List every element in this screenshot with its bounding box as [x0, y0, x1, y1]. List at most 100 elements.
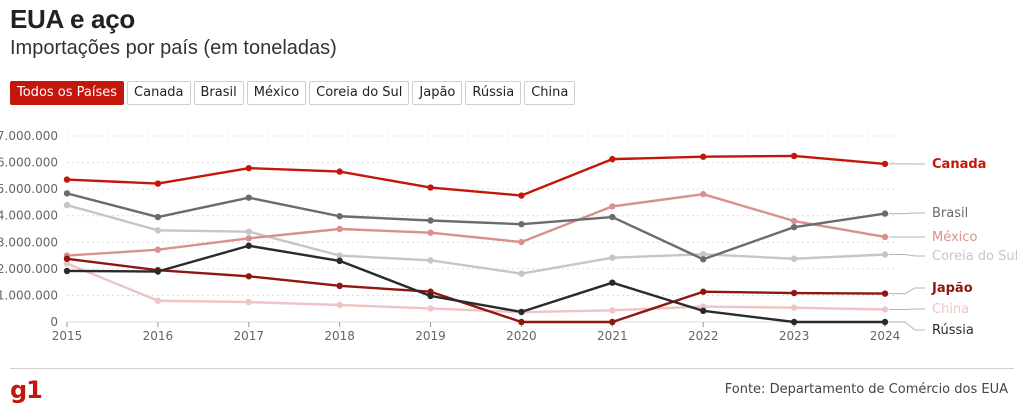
tab-mexico[interactable]: México: [246, 81, 307, 105]
source-note: Fonte: Departamento de Comércio dos EUA: [724, 382, 1008, 397]
label-leader-brasil: [889, 212, 925, 215]
data-point-mexico: [881, 233, 889, 241]
data-point-russia: [63, 267, 71, 275]
data-point-brasil: [336, 213, 343, 220]
data-point-coreia-do-sul: [609, 254, 616, 261]
data-point-canada: [881, 160, 889, 168]
x-tick-label: 2024: [870, 329, 901, 343]
series-label-russia: Rússia: [932, 323, 974, 338]
data-point-russia: [609, 279, 616, 286]
series-line-japao: [66, 257, 886, 324]
data-point-china: [881, 306, 889, 313]
data-point-brasil: [609, 213, 616, 221]
data-point-coreia-do-sul: [336, 252, 343, 259]
data-point-mexico: [336, 225, 343, 233]
data-point-russia: [518, 308, 525, 316]
series-line-canada: [66, 154, 886, 197]
y-tick-label: 6.000.000: [0, 156, 58, 170]
x-tick-label: 2023: [779, 329, 810, 343]
data-point-china: [245, 298, 252, 306]
chart-grid: [67, 135, 895, 323]
data-point-canada: [790, 152, 798, 160]
page-title: EUA e aço: [10, 4, 135, 34]
series-line-russia: [66, 244, 885, 324]
x-tick-label: 2022: [688, 329, 719, 343]
data-point-coreia-do-sul: [700, 251, 707, 258]
series-label-mexico: México: [932, 230, 977, 245]
data-point-china: [790, 304, 798, 311]
data-point-coreia-do-sul: [427, 257, 434, 264]
data-point-mexico: [700, 190, 707, 198]
y-tick-label: 2.000.000: [0, 262, 58, 276]
data-point-mexico: [609, 203, 616, 210]
series-canada: [63, 152, 889, 199]
data-point-brasil: [790, 223, 798, 231]
data-point-canada: [518, 192, 525, 199]
data-point-brasil: [427, 217, 434, 224]
tab-japao[interactable]: Japão: [412, 81, 463, 105]
x-axis: 2015 2016 2017 2018 2019 2020 2021 2022 2023 2024: [52, 322, 901, 343]
y-tick-label: 3.000.000: [0, 235, 58, 249]
data-point-russia: [245, 242, 252, 249]
series-end-labels: Coreia do Sul China México Brasil Japão Rússi…: [889, 157, 1018, 338]
data-point-japao: [63, 255, 71, 262]
y-tick-label: 1.000.000: [0, 288, 58, 302]
data-point-coreia-do-sul: [245, 228, 252, 235]
data-point-russia: [427, 292, 434, 300]
data-point-canada: [154, 180, 162, 187]
data-point-coreia-do-sul: [881, 251, 889, 258]
data-point-china: [154, 297, 162, 304]
series-line-brasil: [66, 192, 886, 261]
data-point-japao: [336, 282, 343, 290]
data-point-brasil: [700, 256, 707, 263]
data-point-japao: [609, 318, 616, 326]
tab-todos-os-paises[interactable]: Todos os Países: [10, 81, 125, 105]
data-point-brasil: [154, 213, 162, 221]
data-point-mexico: [790, 217, 798, 225]
chart-series: [63, 152, 889, 326]
x-tick-label: 2020: [506, 329, 537, 343]
data-point-china: [427, 305, 434, 312]
y-tick-label: 7.000.000: [0, 129, 58, 143]
y-tick-label: 0: [50, 315, 58, 329]
data-point-japao: [700, 288, 707, 295]
y-tick-label: 5.000.000: [0, 182, 58, 196]
series-label-brasil: Brasil: [932, 206, 968, 221]
series-brasil: [63, 190, 889, 263]
data-point-canada: [700, 153, 707, 160]
series-coreia-do-sul: [63, 201, 889, 277]
data-point-coreia-do-sul: [790, 255, 798, 262]
data-point-coreia-do-sul: [518, 270, 525, 277]
y-tick-label: 4.000.000: [0, 209, 58, 223]
x-tick-label: 2021: [597, 329, 628, 343]
label-leader-coreia-do-sul: [889, 254, 925, 257]
data-point-japao: [518, 318, 525, 326]
data-point-russia: [154, 268, 162, 275]
tab-brasil[interactable]: Brasil: [193, 81, 244, 105]
tab-china[interactable]: China: [524, 81, 576, 105]
data-point-mexico: [245, 235, 252, 242]
tab-russia[interactable]: Rússia: [465, 81, 522, 105]
data-point-brasil: [518, 221, 525, 228]
page-subtitle: Importações por país (em toneladas): [10, 37, 337, 59]
tab-canada[interactable]: Canada: [127, 81, 191, 105]
data-point-brasil: [63, 190, 71, 197]
country-filter-tabs: Todos os Países Canada Brasil México Cor…: [10, 81, 576, 105]
data-point-japao: [245, 273, 252, 280]
label-leader-russia: [889, 321, 925, 331]
data-point-canada: [609, 155, 616, 163]
tab-coreia-do-sul[interactable]: Coreia do Sul: [309, 81, 410, 105]
data-point-japao: [881, 290, 889, 297]
data-point-coreia-do-sul: [154, 227, 162, 234]
data-point-mexico: [154, 246, 162, 253]
series-line-china: [66, 262, 886, 314]
x-tick-label: 2015: [52, 329, 83, 343]
data-point-mexico: [518, 238, 525, 246]
label-leader-japao: [889, 287, 925, 295]
x-tick-label: 2018: [324, 329, 355, 343]
data-point-russia: [881, 318, 889, 326]
data-point-canada: [427, 184, 434, 191]
label-leader-china: [889, 308, 925, 311]
series-russia: [63, 242, 889, 326]
